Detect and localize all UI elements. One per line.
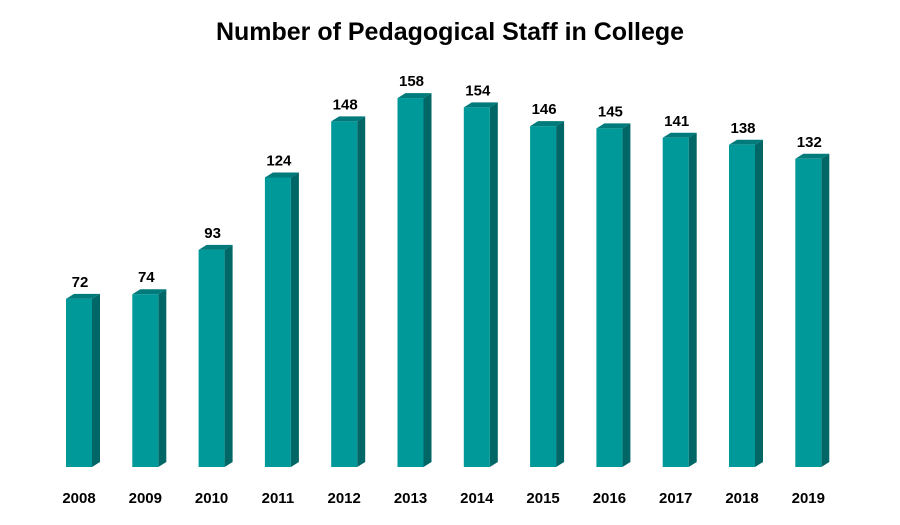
bar-side-2015: [556, 121, 565, 467]
bar-side-2008: [92, 293, 100, 467]
bar-side-2019: [821, 153, 830, 467]
bar-2013: [397, 93, 432, 467]
bar-top-2008: [66, 293, 100, 299]
bar-2018: [729, 139, 763, 467]
bar-2017: [662, 132, 697, 467]
x-tick-label-2009: 2009: [129, 490, 162, 507]
bar-front-2009: [132, 294, 159, 467]
bar-front-2013: [397, 98, 424, 467]
x-axis-tick-labels: 2008 2009 2010 2011 2012 2013 2014 2015 2016 2017…: [62, 490, 825, 507]
x-tick-label-2017: 2017: [659, 490, 692, 507]
x-tick-label-2013: 2013: [394, 490, 427, 507]
data-label-2016: 145: [598, 103, 623, 120]
bar-front-2019: [795, 158, 822, 467]
bar-2014: [463, 102, 498, 467]
bar-2010: [198, 244, 233, 467]
bar-side-2017: [688, 132, 697, 467]
bar-top-2013: [397, 93, 432, 99]
bar-side-2018: [755, 139, 763, 467]
data-label-2017: 141: [664, 113, 689, 130]
data-label-2010: 93: [204, 225, 221, 242]
x-tick-label-2011: 2011: [262, 490, 295, 507]
data-label-2013: 158: [399, 73, 424, 90]
bar-side-2013: [423, 93, 432, 467]
bar-top-2018: [729, 139, 763, 145]
bars-layer: [66, 93, 830, 468]
bar-top-2016: [596, 123, 631, 129]
bar-2008: [66, 293, 100, 467]
bar-top-2015: [530, 121, 565, 127]
bar-side-2010: [224, 244, 233, 467]
bar-top-2014: [463, 102, 498, 108]
bar-top-2019: [795, 153, 830, 159]
bar-front-2016: [596, 128, 623, 468]
bar-2011: [264, 172, 299, 467]
data-label-2008: 72: [72, 274, 89, 291]
x-tick-label-2016: 2016: [593, 490, 626, 507]
bar-front-2014: [463, 107, 490, 467]
x-tick-label-2012: 2012: [328, 490, 361, 507]
bar-front-2011: [264, 177, 291, 467]
bar-front-2008: [66, 298, 92, 467]
bar-top-2010: [198, 244, 233, 250]
bar-side-2016: [622, 123, 631, 468]
bar-2015: [530, 121, 565, 467]
data-label-2009: 74: [138, 269, 155, 286]
bar-top-2009: [132, 289, 167, 295]
x-tick-label-2010: 2010: [195, 490, 228, 507]
data-label-2015: 146: [532, 101, 557, 118]
data-label-2019: 132: [797, 134, 822, 151]
data-label-2012: 148: [333, 96, 358, 113]
x-tick-label-2019: 2019: [792, 490, 825, 507]
bar-side-2009: [158, 289, 167, 467]
bar-front-2010: [198, 249, 225, 467]
data-label-2011: 124: [266, 152, 292, 169]
bar-2016: [596, 123, 631, 468]
bar-top-2012: [331, 116, 366, 122]
bar-front-2015: [530, 126, 557, 467]
x-tick-label-2018: 2018: [725, 490, 758, 507]
x-tick-label-2015: 2015: [526, 490, 559, 507]
bar-2012: [331, 116, 366, 468]
x-tick-label-2008: 2008: [62, 490, 95, 507]
bar-2009: [132, 289, 167, 467]
bar-side-2011: [290, 172, 299, 467]
data-label-2014: 154: [465, 82, 491, 99]
bar-top-2011: [264, 172, 299, 178]
data-label-2018: 138: [730, 120, 755, 137]
bar-front-2012: [331, 121, 358, 468]
bar-side-2014: [489, 102, 498, 467]
data-labels-layer: 72 74 93 124 148 158 154 146 145 141 138 132: [72, 73, 822, 291]
bar-front-2018: [729, 144, 755, 467]
bar-front-2017: [662, 137, 689, 467]
x-tick-label-2014: 2014: [460, 490, 494, 507]
bar-top-2017: [662, 132, 697, 138]
bar-2019: [795, 153, 830, 467]
bar-side-2012: [357, 116, 366, 468]
chart-title: Number of Pedagogical Staff in College: [215, 18, 685, 46]
